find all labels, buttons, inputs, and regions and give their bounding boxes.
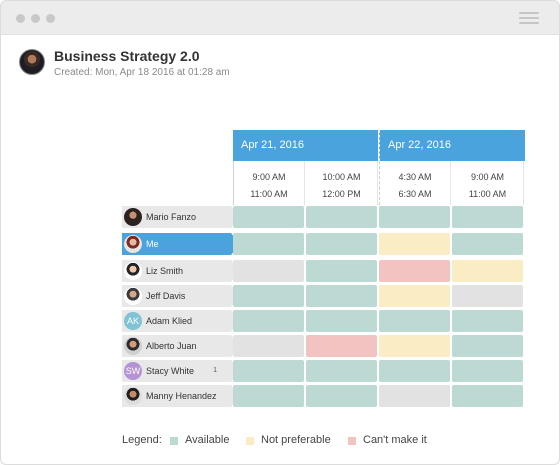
participant-row-alberto-juan[interactable]: Alberto Juan [122, 335, 240, 357]
participant-avatar [124, 337, 142, 355]
availability-cell-available [233, 360, 304, 382]
poll-title: Business Strategy 2.0 [54, 48, 200, 64]
time-slot-header: 9:00 AM - 11:00 AM [233, 161, 305, 205]
availability-cell-none [233, 260, 304, 282]
availability-cell-not-preferable[interactable] [379, 233, 450, 255]
availability-cell-cant-make-it [379, 260, 450, 282]
legend-swatch-cant-make-it [348, 437, 356, 445]
availability-cell-not-preferable [379, 335, 450, 357]
slot-start: 9:00 AM [470, 172, 505, 182]
legend-label-not-preferable: Not preferable [261, 434, 331, 446]
organizer-avatar [19, 49, 45, 75]
time-slot-header: 9:00 AM - 11:00 AM [452, 161, 524, 205]
slot-end: 11:00 AM [250, 189, 288, 199]
availability-cell-available [306, 385, 377, 407]
participant-row-mario-fanzo[interactable]: Mario Fanzo [122, 206, 240, 228]
participant-name: Liz Smith [146, 266, 184, 276]
availability-cell-available [306, 206, 377, 228]
availability-cell-available [233, 285, 304, 307]
availability-cell-not-preferable [379, 285, 450, 307]
slot-end: 6:30 AM [398, 189, 432, 199]
availability-cell-available [306, 260, 377, 282]
availability-cell-available [379, 310, 450, 332]
participant-avatar: SW [124, 362, 142, 380]
availability-cell-available [452, 206, 523, 228]
title-bar [1, 1, 559, 35]
participant-name: Alberto Juan [146, 341, 197, 351]
participant-row-liz-smith[interactable]: Liz Smith [122, 260, 240, 282]
slot-start: 9:00 AM [252, 172, 286, 182]
slot-end: 11:00 AM [468, 189, 507, 199]
participant-name: Jeff Davis [146, 291, 186, 301]
participant-row-me[interactable]: Me [122, 233, 240, 255]
availability-cell-available [233, 310, 304, 332]
participant-name: Mario Fanzo [146, 212, 197, 222]
participant-row-adam-klied[interactable]: AK Adam Klied [122, 310, 240, 332]
availability-cell-available [452, 310, 523, 332]
slot-end: 12:00 PM [322, 189, 361, 199]
participant-name: Me [146, 239, 159, 249]
availability-cell-available[interactable] [452, 233, 523, 255]
participant-row-jeff-davis[interactable]: Jeff Davis [122, 285, 240, 307]
availability-cell-available [452, 385, 523, 407]
participant-name: Adam Klied [146, 316, 193, 326]
hamburger-menu-icon[interactable] [519, 12, 539, 24]
availability-cell-available [379, 206, 450, 228]
availability-cell-none [379, 385, 450, 407]
availability-cell-available [452, 360, 523, 382]
availability-cell-cant-make-it [306, 335, 377, 357]
participant-avatar: AK [124, 312, 142, 330]
participant-avatar [124, 387, 142, 405]
date-header: Apr 21, 2016 [233, 130, 378, 161]
poll-created-date: Created: Mon, Apr 18 2016 at 01:28 am [54, 67, 230, 78]
availability-cell-available [306, 360, 377, 382]
availability-cell-available [306, 285, 377, 307]
availability-cell-available [233, 385, 304, 407]
legend-label-cant-make-it: Can't make it [363, 434, 427, 446]
window-dot-icon [31, 14, 40, 23]
participant-row-stacy-white[interactable]: SW Stacy White 1 [122, 360, 240, 382]
availability-cell-available [306, 310, 377, 332]
participant-name: Manny Henandez [146, 391, 217, 401]
participant-avatar [124, 287, 142, 305]
participant-name: Stacy White [146, 366, 195, 376]
window-dot-icon [46, 14, 55, 23]
slot-start: 10:00 AM [322, 172, 361, 182]
participant-avatar [124, 262, 142, 280]
participant-avatar [124, 208, 142, 226]
legend-label-available: Available [185, 434, 230, 446]
participant-count-badge: 1 [213, 367, 217, 374]
window-dot-icon [16, 14, 25, 23]
date-header: Apr 22, 2016 [379, 130, 525, 161]
availability-cell-available [452, 335, 523, 357]
time-slot-header: 10:00 AM - 12:00 PM [306, 161, 378, 205]
availability-cell-available [379, 360, 450, 382]
legend-swatch-available [170, 437, 178, 445]
availability-cell-available[interactable] [233, 233, 304, 255]
slot-start: 4:30 AM [398, 172, 432, 182]
availability-cell-not-preferable [452, 260, 523, 282]
time-slot-header: 4:30 AM - 6:30 AM [379, 161, 451, 205]
participant-row-manny-henandez[interactable]: Manny Henandez [122, 385, 240, 407]
availability-cell-available[interactable] [306, 233, 377, 255]
participant-avatar [124, 235, 142, 253]
availability-cell-available [233, 206, 304, 228]
legend-title: Legend: [122, 434, 162, 446]
availability-cell-none [452, 285, 523, 307]
availability-cell-none [233, 335, 304, 357]
legend-swatch-not-preferable [246, 437, 254, 445]
